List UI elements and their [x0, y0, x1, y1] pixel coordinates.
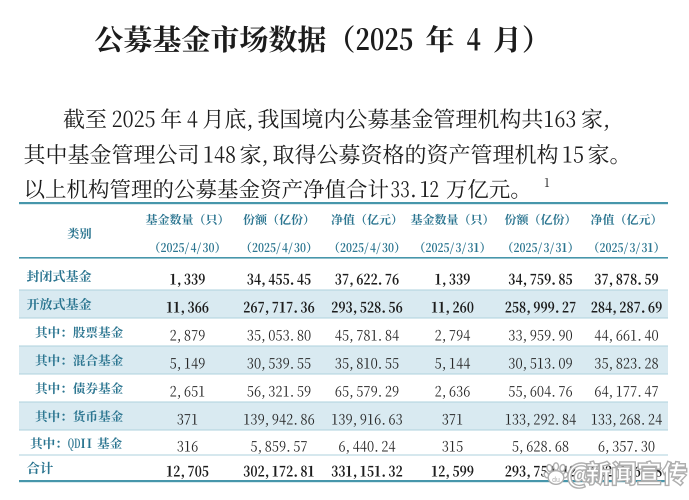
svg-text:du: du [552, 477, 560, 484]
